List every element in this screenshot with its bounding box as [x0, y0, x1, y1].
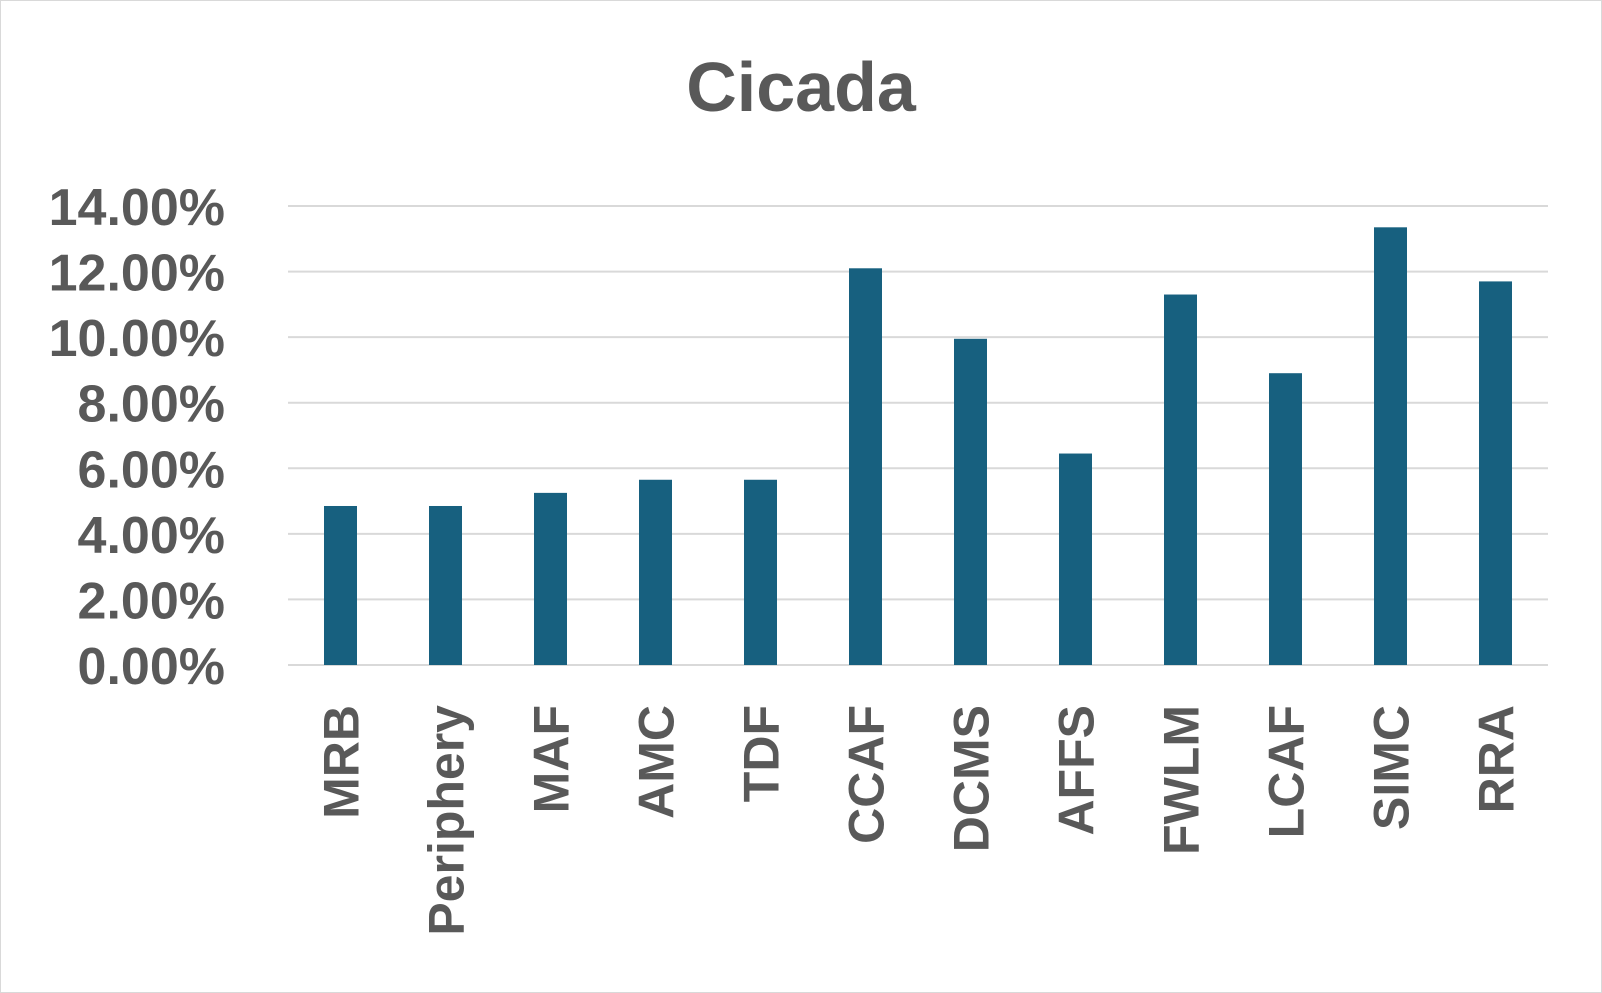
bar-simc: [1374, 227, 1407, 665]
y-tick-label: 0.00%: [78, 638, 225, 696]
bar-fwlm: [1164, 294, 1197, 665]
bar-maf: [534, 492, 567, 665]
bar-ccaf: [849, 268, 882, 665]
y-tick-label: 14.00%: [49, 179, 225, 237]
x-tick-label: Periphery: [419, 705, 475, 936]
bars: [324, 227, 1512, 665]
x-tick-label: TDF: [734, 705, 790, 802]
y-tick-label: 12.00%: [49, 245, 225, 303]
bar-rra: [1479, 281, 1512, 665]
bar-lcaf: [1269, 373, 1302, 665]
y-tick-label: 2.00%: [78, 572, 225, 630]
bar-affs: [1059, 453, 1092, 665]
x-tick-label: LCAF: [1259, 705, 1315, 838]
chart-title: Cicada: [686, 48, 917, 126]
y-axis-ticks: 0.00% 2.00% 4.00% 6.00% 8.00% 10.00% 12.00% 14.…: [49, 179, 225, 696]
x-tick-label: AMC: [629, 705, 685, 819]
x-tick-label: RRA: [1469, 705, 1525, 813]
y-tick-label: 6.00%: [78, 441, 225, 499]
x-tick-label: FWLM: [1154, 705, 1210, 855]
bar-dcms: [954, 338, 987, 665]
x-axis-ticks: MRB Periphery MAF AMC TDF CCAF DCMS AFFS FWLM LCA…: [314, 705, 1525, 936]
y-tick-label: 4.00%: [78, 507, 225, 565]
y-tick-label: 8.00%: [78, 376, 225, 434]
bar-mrb: [324, 505, 357, 665]
x-tick-label: MAF: [524, 705, 580, 813]
x-tick-label: AFFS: [1049, 705, 1105, 836]
bar-tdf: [744, 479, 777, 665]
x-tick-label: CCAF: [839, 705, 895, 844]
x-tick-label: SIMC: [1364, 705, 1420, 830]
y-tick-label: 10.00%: [49, 310, 225, 368]
x-tick-label: DCMS: [944, 705, 1000, 852]
bar-periphery: [429, 505, 462, 665]
gridlines: [288, 205, 1548, 666]
x-tick-label: MRB: [314, 705, 370, 819]
bar-amc: [639, 479, 672, 665]
